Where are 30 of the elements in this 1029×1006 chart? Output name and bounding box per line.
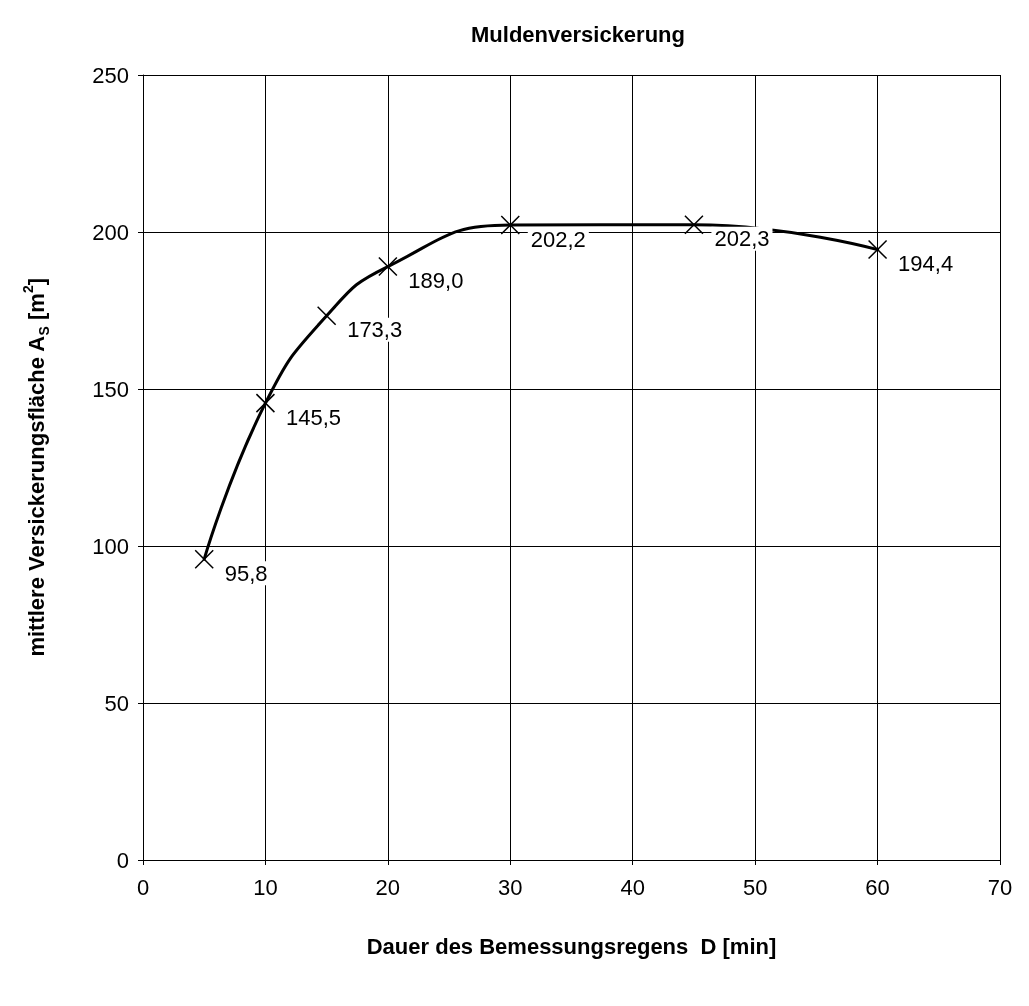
- x-axis-title: Dauer des Bemessungsregens D [min]: [366, 933, 777, 959]
- data-label: 189,0: [408, 268, 464, 294]
- data-label: 194,4: [898, 251, 954, 277]
- point: [194, 549, 214, 569]
- x-tick-label: 10: [253, 874, 278, 900]
- x-tick-label: 20: [375, 874, 401, 900]
- point: [255, 393, 276, 413]
- point: [500, 215, 521, 235]
- data-label: 202,3: [714, 226, 770, 252]
- y-tick-label: 50: [104, 690, 129, 716]
- x-tick-label: 50: [742, 874, 768, 900]
- point: [867, 239, 888, 260]
- data-label: 95,8: [224, 560, 268, 586]
- x-tick-label: 40: [620, 874, 645, 900]
- y-tick-label: 0: [116, 847, 129, 873]
- y-tick-label: 200: [92, 219, 129, 245]
- chart-title: Muldenversickerung: [471, 21, 685, 47]
- point: [684, 215, 704, 235]
- y-tick-label: 100: [92, 533, 129, 559]
- y-tick-label: 150: [92, 376, 129, 402]
- y-axis-title: mittlere Versickerungsfläche AS [m2]: [20, 277, 52, 657]
- data-label: 202,2: [530, 226, 586, 252]
- x-tick-label: 60: [865, 874, 890, 900]
- x-tick-label: 0: [136, 874, 150, 900]
- x-tick-label: 30: [498, 874, 523, 900]
- data-label: 145,5: [285, 404, 341, 430]
- y-tick-label: 250: [92, 62, 129, 88]
- point: [378, 256, 398, 277]
- data-label: 173,3: [347, 317, 403, 343]
- x-tick-label: 70: [987, 874, 1013, 900]
